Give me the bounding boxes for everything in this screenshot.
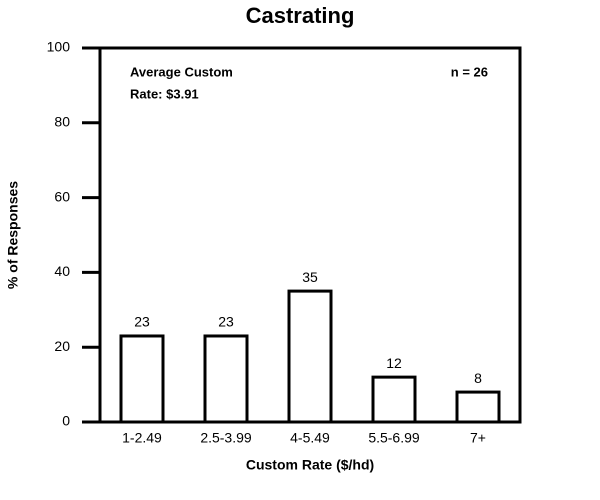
annotation: Rate: $3.91 [130,86,199,101]
y-tick-label: 0 [62,413,70,429]
x-tick-label: 5.5-6.99 [368,430,420,446]
y-tick-label: 20 [54,338,70,354]
x-axis-label: Custom Rate ($/hd) [246,457,374,473]
y-tick-label: 40 [54,263,70,279]
y-tick-label: 60 [54,188,70,204]
bar [203,334,249,424]
bar [119,334,165,424]
bar [455,390,501,424]
y-tick-label: 100 [47,39,71,55]
x-tick-label: 7+ [470,430,486,446]
bar [371,375,417,424]
annotation: n = 26 [451,64,488,79]
x-tick-label: 4-5.49 [290,430,330,446]
data-label: 23 [218,314,234,330]
chart-title: Castrating [246,3,355,28]
data-label: 35 [302,269,318,285]
data-label: 12 [386,355,402,371]
x-tick-label: 1-2.49 [122,430,162,446]
y-tick-label: 80 [54,114,70,130]
bar [287,289,333,424]
y-axis-label: % of Responses [5,181,21,289]
data-label: 23 [134,314,150,330]
x-tick-label: 2.5-3.99 [200,430,252,446]
data-label: 8 [474,370,482,386]
annotation: Average Custom [130,64,233,79]
